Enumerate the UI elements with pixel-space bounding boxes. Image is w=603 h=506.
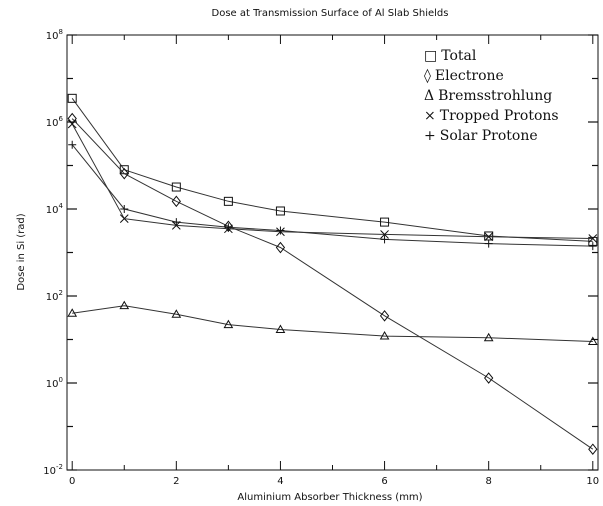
series-electrone-marker bbox=[119, 167, 129, 180]
series-electrone-marker bbox=[379, 310, 390, 322]
legend-label: Bremsstrohlung bbox=[438, 88, 552, 104]
x-tick-label: 4 bbox=[277, 476, 283, 487]
series-total bbox=[67, 93, 598, 246]
series-electrone-marker bbox=[223, 220, 234, 233]
series-bremsstrohlung-marker bbox=[119, 300, 130, 310]
series-layer bbox=[67, 93, 598, 456]
series-electrone-marker bbox=[275, 241, 286, 254]
series-electrone-marker bbox=[588, 443, 598, 456]
series-solar-protone-marker bbox=[172, 218, 181, 227]
series-solar-protone-marker bbox=[588, 242, 597, 251]
legend-item-bremsstrohlung: Δ Bremsstrohlung bbox=[424, 88, 552, 104]
y-axis: 108 106 104 102 100 10-2 bbox=[43, 28, 598, 477]
series-bremsstrohlung-marker bbox=[275, 324, 286, 333]
series-solar-protone-marker bbox=[276, 226, 285, 235]
series-solar-protone-marker bbox=[68, 140, 77, 149]
series-total-marker bbox=[171, 182, 181, 192]
series-tropped-protons-marker bbox=[119, 214, 129, 224]
legend-symbol: ◊ bbox=[424, 68, 431, 84]
x-tick-label: 10 bbox=[586, 476, 599, 487]
legend-symbol: + bbox=[424, 128, 436, 144]
series-line-solar-protone bbox=[71, 144, 593, 247]
series-total-marker bbox=[275, 206, 285, 216]
x-tick-label: 8 bbox=[485, 476, 491, 487]
legend-item-solar-protone: + Solar Protone bbox=[424, 128, 538, 144]
y-tick-label: 106 bbox=[46, 115, 64, 129]
series-tropped-protons-marker bbox=[484, 232, 494, 242]
series-bremsstrohlung-marker bbox=[379, 331, 390, 340]
legend-item-tropped-protons: × Tropped Protons bbox=[424, 108, 559, 124]
series-bremsstrohlung-marker bbox=[223, 319, 234, 329]
legend-item-total: □ Total bbox=[424, 48, 477, 64]
series-tropped-protons-marker bbox=[380, 230, 389, 239]
series-tropped-protons-marker bbox=[67, 119, 77, 129]
chart-title: Dose at Transmission Surface of Al Slab … bbox=[212, 8, 449, 19]
legend-label: Tropped Protons bbox=[440, 108, 559, 124]
series-bremsstrohlung-marker bbox=[171, 309, 182, 318]
x-axis: 0 2 4 6 8 10 bbox=[69, 35, 599, 487]
legend-label: Electrone bbox=[435, 68, 504, 84]
series-solar-protone bbox=[68, 140, 597, 251]
series-total-marker bbox=[380, 217, 390, 227]
series-line-bremsstrohlung bbox=[72, 305, 593, 342]
series-line-total bbox=[71, 98, 593, 242]
series-bremsstrohlung-marker bbox=[483, 332, 494, 342]
series-line-tropped-protons bbox=[71, 123, 593, 239]
y-tick-label: 102 bbox=[46, 289, 63, 303]
legend-label: Total bbox=[441, 48, 477, 64]
series-bremsstrohlung-marker bbox=[67, 308, 78, 317]
y-tick-label: 100 bbox=[46, 376, 63, 390]
x-tick-label: 0 bbox=[69, 476, 75, 487]
x-tick-label: 6 bbox=[381, 476, 387, 487]
x-axis-label: Aluminium Absorber Thickness (mm) bbox=[237, 492, 422, 503]
series-solar-protone-marker bbox=[484, 239, 493, 248]
x-tick-label: 2 bbox=[173, 476, 179, 487]
series-bremsstrohlung-marker bbox=[587, 336, 598, 345]
series-electrone bbox=[67, 112, 598, 456]
y-tick-label: 10-2 bbox=[43, 463, 63, 477]
series-bremsstrohlung bbox=[67, 300, 598, 345]
series-solar-protone-marker bbox=[224, 223, 233, 232]
legend-symbol: □ bbox=[424, 48, 437, 64]
series-electrone-marker bbox=[171, 195, 181, 208]
legend-symbol: × bbox=[424, 108, 436, 124]
y-axis-label: Dose in Si (rad) bbox=[16, 213, 27, 290]
series-solar-protone-marker bbox=[380, 235, 389, 244]
series-solar-protone-marker bbox=[120, 205, 129, 213]
series-total-marker bbox=[67, 93, 77, 103]
series-total-marker bbox=[223, 196, 233, 206]
series-tropped-protons-marker bbox=[588, 234, 598, 243]
series-line-electrone bbox=[71, 118, 594, 450]
y-tick-label: 104 bbox=[46, 202, 64, 216]
y-tick-label: 108 bbox=[46, 28, 63, 42]
legend-symbol: Δ bbox=[424, 88, 434, 104]
legend-label: Solar Protone bbox=[440, 128, 538, 144]
series-electrone-marker bbox=[484, 372, 494, 384]
legend-item-electrone: ◊ Electrone bbox=[424, 68, 504, 84]
